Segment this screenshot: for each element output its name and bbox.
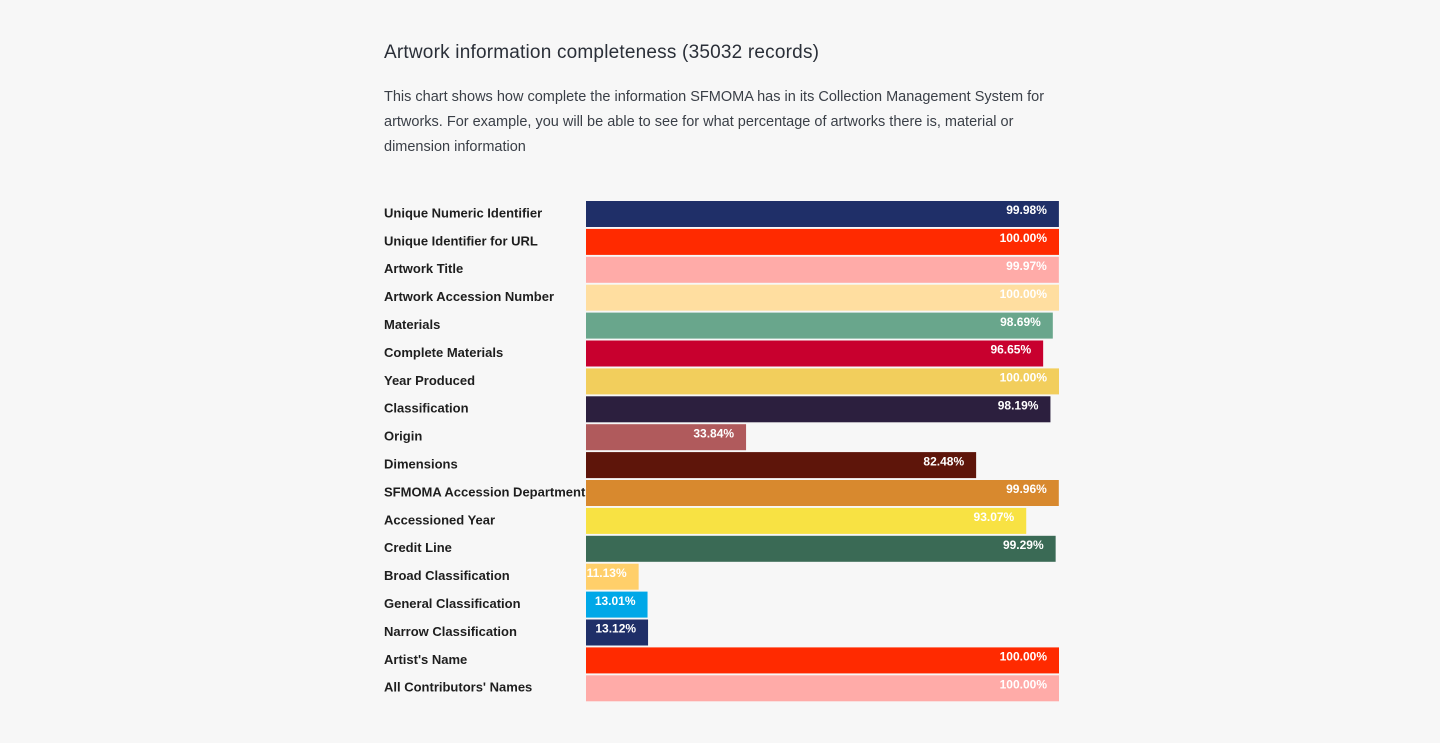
completeness-bar-chart: Unique Numeric Identifier 99.98% Unique Id… (384, 201, 1059, 702)
bar-artist-s-name[interactable] (586, 647, 1059, 674)
category-label-credit-line: Credit Line (384, 540, 452, 555)
value-label-classification: 98.19% (998, 398, 1039, 412)
value-label-unique-identifier-for-url: 100.00% (1000, 231, 1048, 245)
category-label-artwork-title: Artwork Title (384, 261, 463, 276)
value-label-sfmoma-accession-department: 99.96% (1006, 482, 1047, 496)
bar-unique-numeric-identifier[interactable] (586, 201, 1059, 227)
value-label-complete-materials: 96.65% (990, 343, 1031, 357)
value-label-origin: 33.84% (693, 426, 734, 440)
bar-materials[interactable] (586, 312, 1053, 339)
category-label-unique-identifier-for-url: Unique Identifier for URL (384, 233, 538, 248)
value-label-dimensions: 82.48% (923, 454, 964, 468)
category-label-general-classification: General Classification (384, 596, 521, 611)
category-label-year-produced: Year Produced (384, 373, 475, 388)
bar-artwork-title[interactable] (586, 256, 1059, 283)
bar-broad-classification[interactable] (586, 563, 639, 590)
category-label-classification: Classification (384, 401, 469, 416)
category-label-artwork-accession-number: Artwork Accession Number (384, 289, 554, 304)
bar-classification[interactable] (586, 396, 1051, 423)
value-label-narrow-classification: 13.12% (595, 622, 636, 636)
bar-origin[interactable] (586, 424, 747, 451)
value-label-unique-numeric-identifier: 99.98% (1006, 203, 1047, 217)
category-label-complete-materials: Complete Materials (384, 345, 503, 360)
category-label-materials: Materials (384, 317, 440, 332)
value-label-accessioned-year: 93.07% (974, 510, 1015, 524)
category-label-unique-numeric-identifier: Unique Numeric Identifier (384, 205, 542, 220)
bar-year-produced[interactable] (586, 368, 1059, 395)
category-label-origin: Origin (384, 429, 422, 444)
category-label-artist-s-name: Artist's Name (384, 652, 467, 667)
value-label-artist-s-name: 100.00% (1000, 650, 1048, 664)
bar-complete-materials[interactable] (586, 340, 1044, 367)
bar-all-contributors-names[interactable] (586, 675, 1059, 702)
category-label-all-contributors-names: All Contributors' Names (384, 680, 532, 695)
category-label-accessioned-year: Accessioned Year (384, 512, 495, 527)
bar-sfmoma-accession-department[interactable] (586, 480, 1059, 506)
value-label-materials: 98.69% (1000, 315, 1041, 329)
value-label-broad-classification: 11.13% (587, 566, 627, 580)
category-label-dimensions: Dimensions (384, 457, 458, 472)
category-label-sfmoma-accession-department: SFMOMA Accession Department (384, 484, 586, 499)
bar-artwork-accession-number[interactable] (586, 284, 1059, 311)
bar-narrow-classification[interactable] (586, 619, 649, 646)
bar-dimensions[interactable] (586, 452, 977, 479)
chart-header: Artwork information completeness (35032 … (384, 40, 1084, 160)
chart-description: This chart shows how complete the inform… (384, 89, 1045, 155)
value-label-credit-line: 99.29% (1003, 538, 1044, 552)
bar-unique-identifier-for-url[interactable] (586, 228, 1059, 255)
bar-credit-line[interactable] (586, 535, 1056, 562)
page-title: Artwork information completeness (35032 … (384, 42, 820, 63)
bar-accessioned-year[interactable] (586, 507, 1027, 534)
value-label-all-contributors-names: 100.00% (1000, 677, 1048, 691)
category-label-narrow-classification: Narrow Classification (384, 624, 517, 639)
value-label-artwork-accession-number: 100.00% (1000, 287, 1048, 301)
bar-general-classification[interactable] (586, 591, 648, 618)
value-label-year-produced: 100.00% (1000, 371, 1048, 385)
value-label-artwork-title: 99.97% (1006, 259, 1047, 273)
category-label-broad-classification: Broad Classification (384, 568, 510, 583)
value-label-general-classification: 13.01% (595, 594, 636, 608)
